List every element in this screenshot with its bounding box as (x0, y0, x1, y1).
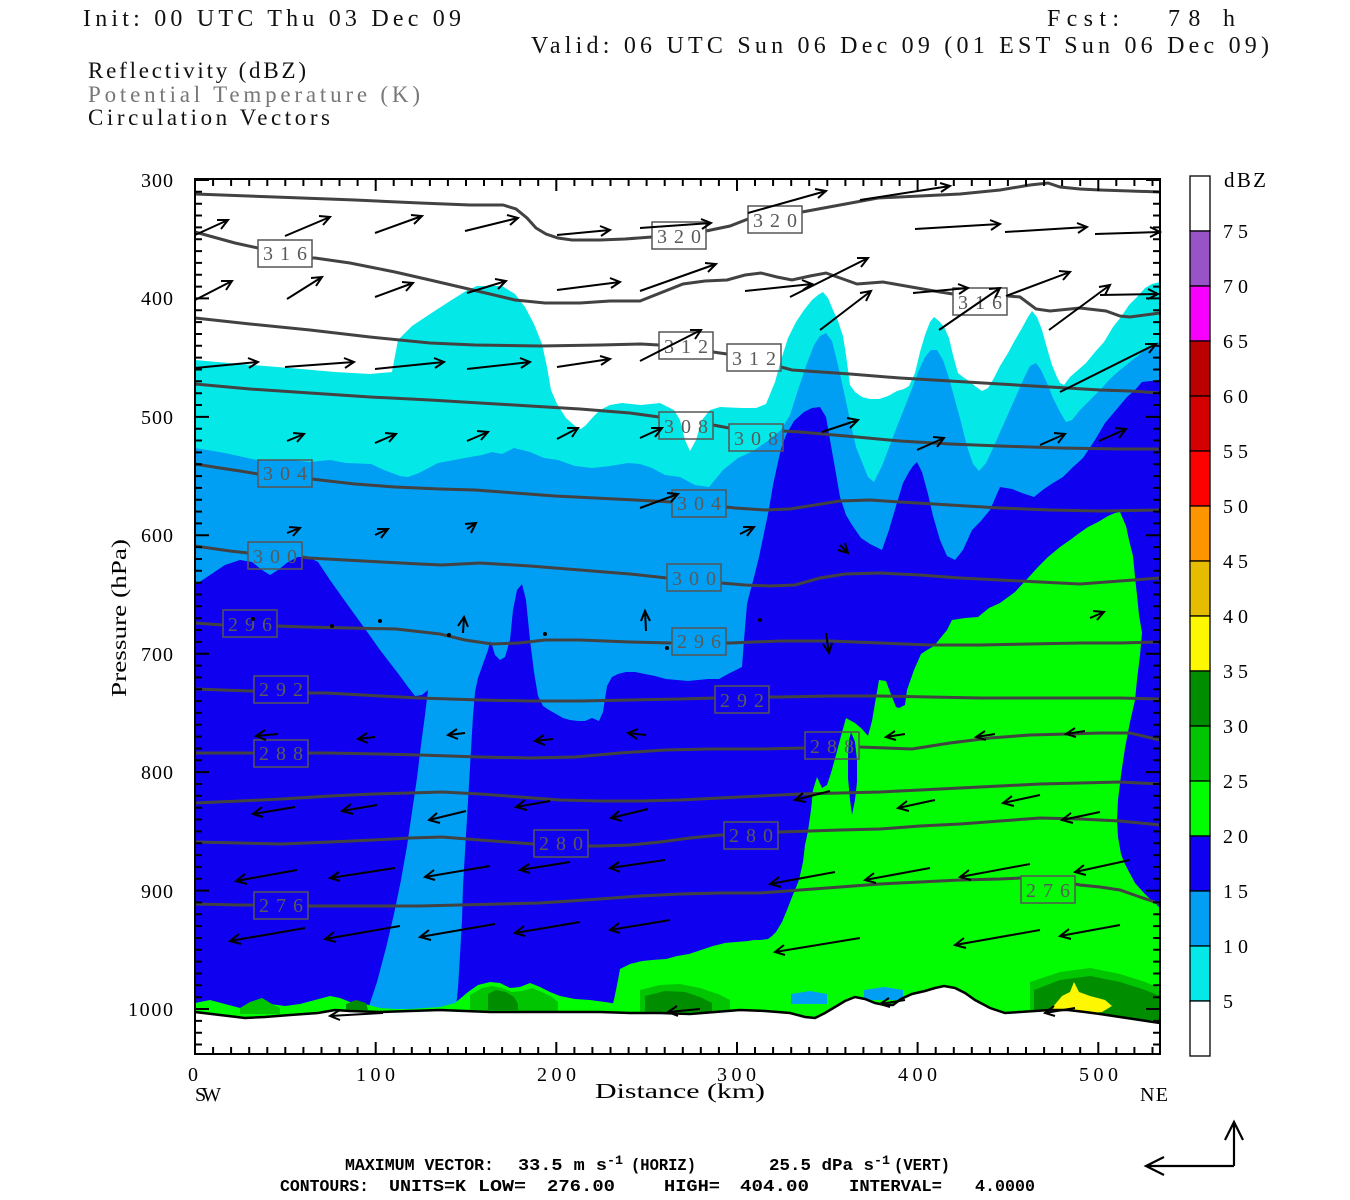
svg-text:800: 800 (141, 762, 173, 784)
svg-text:200: 200 (537, 1064, 576, 1086)
svg-text:SW: SW (195, 1084, 221, 1106)
svg-text:304: 304 (677, 493, 721, 515)
svg-text:276: 276 (1026, 880, 1070, 902)
svg-text:312: 312 (664, 336, 708, 358)
svg-text:Potential Temperature (K): Potential Temperature (K) (88, 82, 420, 107)
svg-text:404.00: 404.00 (740, 1178, 809, 1197)
svg-text:300: 300 (672, 568, 716, 590)
svg-text:UNITS=K: UNITS=K (389, 1178, 467, 1197)
svg-text:100: 100 (356, 1064, 395, 1086)
svg-text:HIGH=: HIGH= (664, 1178, 720, 1197)
svg-text:33.5 m s: 33.5 m s (518, 1157, 607, 1176)
svg-text:276.00: 276.00 (547, 1178, 615, 1197)
svg-text:288: 288 (259, 743, 303, 765)
svg-text:300: 300 (141, 170, 173, 192)
svg-text:320: 320 (753, 210, 797, 232)
svg-text:dBZ: dBZ (1224, 168, 1266, 192)
svg-text:316: 316 (263, 243, 307, 265)
svg-text:304: 304 (263, 463, 307, 485)
svg-text:500: 500 (141, 407, 173, 429)
svg-text:Circulation Vectors: Circulation Vectors (88, 105, 330, 130)
svg-text:(HORIZ): (HORIZ) (631, 1157, 696, 1176)
svg-text:300: 300 (717, 1064, 756, 1086)
svg-text:300: 300 (253, 546, 297, 568)
svg-text:288: 288 (810, 736, 854, 758)
svg-text:5: 5 (1223, 991, 1233, 1013)
svg-text:700: 700 (141, 644, 173, 666)
svg-text:NE: NE (1140, 1084, 1168, 1106)
svg-text:CONTOURS:: CONTOURS: (280, 1178, 369, 1197)
svg-text:400: 400 (141, 288, 173, 310)
svg-text:LOW=: LOW= (478, 1178, 526, 1197)
svg-text:292: 292 (259, 679, 303, 701)
svg-text:Reflectivity (dBZ): Reflectivity (dBZ) (88, 58, 306, 83)
svg-text:312: 312 (732, 348, 776, 370)
svg-text:(VERT): (VERT) (894, 1157, 950, 1176)
svg-text:320: 320 (657, 226, 701, 248)
svg-text:308: 308 (664, 416, 708, 438)
svg-text:25.5 dPa s: 25.5 dPa s (769, 1157, 874, 1176)
svg-text:292: 292 (720, 690, 764, 712)
svg-text:280: 280 (729, 825, 773, 847)
svg-text:-1: -1 (607, 1153, 623, 1168)
svg-text:Init: 00 UTC Thu 03 Dec 09: Init: 00 UTC Thu 03 Dec 09 (83, 6, 461, 32)
svg-text:296: 296 (228, 614, 272, 636)
svg-text:1000: 1000 (128, 999, 173, 1021)
svg-text:400: 400 (898, 1064, 937, 1086)
svg-text:900: 900 (141, 881, 173, 903)
svg-text:276: 276 (259, 895, 303, 917)
svg-text:MAXIMUM VECTOR:: MAXIMUM VECTOR: (345, 1157, 494, 1176)
svg-text:500: 500 (1079, 1064, 1118, 1086)
svg-text:296: 296 (677, 631, 721, 653)
svg-text:-1: -1 (874, 1153, 890, 1168)
svg-text:Pressure (hPa): Pressure (hPa) (107, 539, 131, 697)
svg-text:280: 280 (539, 833, 583, 855)
svg-text:4.0000: 4.0000 (975, 1178, 1035, 1197)
svg-text:Distance (km): Distance (km) (595, 1079, 765, 1103)
svg-text:0: 0 (188, 1064, 198, 1086)
svg-text:600: 600 (141, 525, 173, 547)
svg-text:308: 308 (734, 428, 778, 450)
svg-text:INTERVAL=: INTERVAL= (849, 1178, 942, 1197)
